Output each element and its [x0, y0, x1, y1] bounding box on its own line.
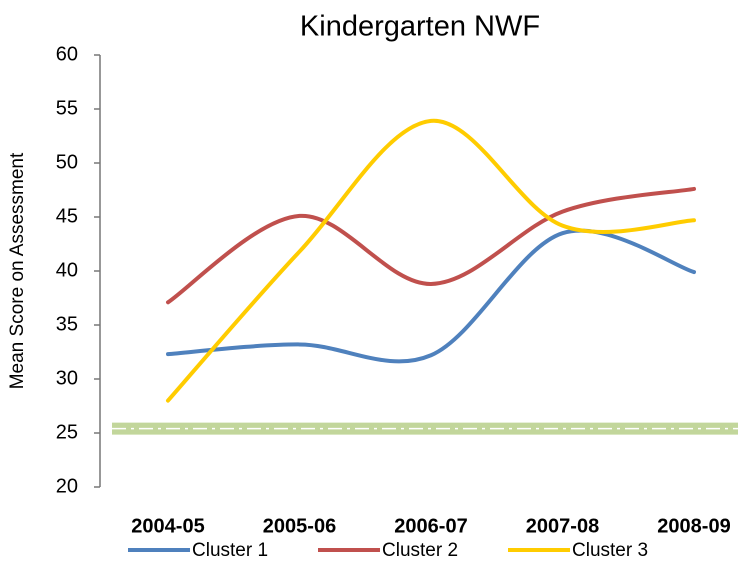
y-tick-label: 30	[56, 367, 78, 389]
y-tick-label: 20	[56, 475, 78, 497]
x-tick-label: 2006-07	[394, 515, 467, 537]
line-series	[166, 118, 696, 403]
legend-label: Cluster 1	[192, 540, 268, 561]
y-tick-label: 45	[56, 205, 78, 227]
chart-title: Kindergarten NWF	[300, 11, 540, 43]
legend-label: Cluster 3	[572, 540, 648, 561]
y-axis-title: Mean Score on Assessment	[7, 152, 28, 389]
y-tick-label: 35	[56, 313, 78, 335]
line-series	[166, 186, 696, 305]
legend-label: Cluster 2	[382, 540, 458, 561]
x-tick-label: 2004-05	[131, 515, 204, 537]
y-tick-label: 25	[56, 421, 78, 443]
x-tick-label: 2008-09	[657, 515, 730, 537]
x-tick-label: 2007-08	[526, 515, 599, 537]
y-tick-label: 55	[56, 97, 78, 119]
line-series	[166, 228, 696, 364]
y-tick-label: 60	[56, 43, 78, 65]
x-tick-label: 2005-06	[263, 515, 336, 537]
y-tick-label: 40	[56, 259, 78, 281]
y-tick-label: 50	[56, 151, 78, 173]
